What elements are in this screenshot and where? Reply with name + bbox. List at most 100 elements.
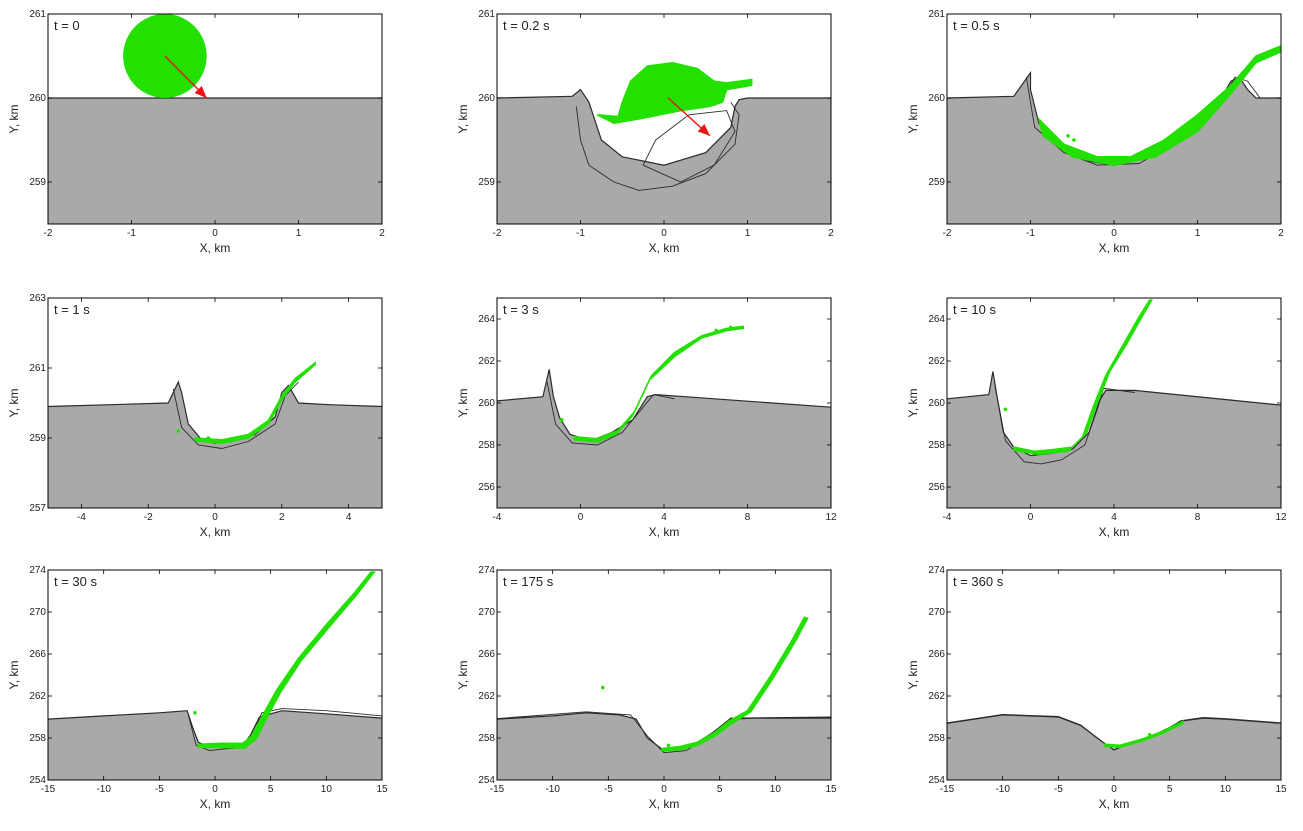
x-tick-label: -4 bbox=[77, 512, 86, 523]
x-tick-label: 5 bbox=[717, 784, 723, 795]
target-area bbox=[947, 72, 1281, 224]
x-axis-label: X, km bbox=[1099, 525, 1130, 539]
plot-area bbox=[947, 14, 1281, 224]
y-axis-label: Y, km bbox=[7, 388, 21, 417]
x-axis-label: X, km bbox=[200, 797, 231, 811]
x-tick-label: -10 bbox=[545, 784, 560, 795]
panel-b: -2 -1 0 1 2 259 260 261 X, km Y, km t = 0.2 s bbox=[456, 9, 834, 255]
panel-f: -4 0 4 8 12 256 258 260 262 264 X, km Y, km t = 10 s bbox=[906, 297, 1287, 539]
projectile-fragment bbox=[600, 685, 605, 690]
time-label: t = 0.2 s bbox=[503, 18, 550, 33]
y-axis-label: Y, km bbox=[906, 104, 920, 133]
y-tick-label: 258 bbox=[478, 440, 495, 451]
projectile-fragment bbox=[1147, 733, 1152, 737]
x-axis-label: X, km bbox=[200, 525, 231, 539]
target-area bbox=[48, 382, 382, 508]
panel-g: -15 -10 -5 0 5 10 15 254 258 262 266 270 274 X, km Y, … bbox=[7, 565, 388, 811]
x-tick-label: -10 bbox=[96, 784, 111, 795]
y-tick-label: 274 bbox=[928, 565, 945, 576]
y-tick-label: 258 bbox=[928, 440, 945, 451]
time-label: t = 175 s bbox=[503, 574, 554, 589]
projectile-material bbox=[194, 361, 316, 444]
y-tick-label: 270 bbox=[478, 607, 495, 618]
x-axis-label: X, km bbox=[649, 797, 680, 811]
projectile-material bbox=[1013, 299, 1153, 456]
projectile-fragment bbox=[1072, 138, 1076, 142]
plot-area bbox=[497, 298, 831, 508]
x-tick-label: 12 bbox=[825, 512, 837, 523]
y-tick-label: 274 bbox=[29, 565, 46, 576]
y-tick-label: 261 bbox=[928, 9, 945, 20]
y-axis-label: Y, km bbox=[456, 388, 470, 417]
y-tick-label: 261 bbox=[29, 9, 46, 20]
x-tick-label: -2 bbox=[943, 228, 952, 239]
x-tick-label: 2 bbox=[379, 228, 385, 239]
plot-area bbox=[48, 570, 382, 780]
contour-line bbox=[172, 381, 299, 449]
projectile-material bbox=[1037, 45, 1281, 166]
projectile-fragment bbox=[206, 436, 211, 440]
x-tick-label: 0 bbox=[212, 784, 218, 795]
x-tick-label: -2 bbox=[144, 512, 153, 523]
target-area bbox=[48, 98, 382, 224]
x-tick-label: 15 bbox=[1275, 784, 1287, 795]
contour-line bbox=[575, 101, 740, 191]
x-tick-label: 0 bbox=[1111, 228, 1117, 239]
x-tick-label: 5 bbox=[1167, 784, 1173, 795]
plot-area bbox=[497, 14, 831, 224]
time-label: t = 3 s bbox=[503, 302, 539, 317]
x-axis-label: X, km bbox=[1099, 241, 1130, 255]
panel-e: -4 0 4 8 12 256 258 260 262 264 X, km Y, km t = 3 s bbox=[456, 297, 837, 539]
x-tick-label: 1 bbox=[1195, 228, 1201, 239]
x-tick-label: -5 bbox=[604, 784, 613, 795]
y-tick-label: 259 bbox=[928, 177, 945, 188]
x-tick-label: 10 bbox=[321, 784, 333, 795]
time-label: t = 30 s bbox=[54, 574, 97, 589]
plot-area bbox=[48, 14, 382, 224]
x-tick-label: 1 bbox=[745, 228, 751, 239]
y-tick-label: 263 bbox=[29, 293, 46, 304]
y-tick-label: 259 bbox=[29, 177, 46, 188]
y-tick-label: 256 bbox=[478, 482, 495, 493]
projectile-fragment bbox=[1066, 134, 1070, 138]
x-tick-label: 2 bbox=[828, 228, 834, 239]
x-tick-label: 8 bbox=[1195, 512, 1201, 523]
y-tick-label: 270 bbox=[928, 607, 945, 618]
time-label: t = 0.5 s bbox=[953, 18, 1000, 33]
y-tick-label: 264 bbox=[478, 314, 495, 325]
arrow-head bbox=[697, 124, 710, 136]
plot-area bbox=[947, 570, 1281, 780]
y-axis-label: Y, km bbox=[456, 104, 470, 133]
y-axis-label: Y, km bbox=[456, 660, 470, 689]
y-tick-label: 254 bbox=[29, 775, 46, 786]
y-tick-label: 262 bbox=[928, 356, 945, 367]
x-tick-label: -4 bbox=[493, 512, 502, 523]
y-tick-label: 257 bbox=[29, 503, 46, 514]
x-tick-label: 1 bbox=[296, 228, 302, 239]
x-tick-label: -1 bbox=[1026, 228, 1035, 239]
x-tick-label: 0 bbox=[578, 512, 584, 523]
x-tick-label: -5 bbox=[1054, 784, 1063, 795]
x-tick-label: 0 bbox=[212, 512, 218, 523]
x-tick-label: 10 bbox=[770, 784, 782, 795]
x-axis-label: X, km bbox=[649, 525, 680, 539]
x-tick-label: 4 bbox=[661, 512, 667, 523]
y-tick-label: 258 bbox=[29, 733, 46, 744]
projectile-fragment bbox=[714, 328, 718, 333]
y-tick-label: 264 bbox=[928, 314, 945, 325]
y-tick-label: 259 bbox=[29, 433, 46, 444]
x-tick-label: 8 bbox=[745, 512, 751, 523]
projectile-fragment bbox=[176, 429, 181, 433]
projectile-fragment bbox=[559, 418, 564, 422]
x-axis-label: X, km bbox=[1099, 797, 1130, 811]
projectile-material bbox=[1104, 719, 1184, 749]
panel-a: -2 -1 0 1 2 259 260 261 X, km Y, km t = 0 bbox=[7, 9, 385, 255]
x-tick-label: 2 bbox=[279, 512, 285, 523]
target-area bbox=[497, 369, 831, 508]
y-tick-label: 266 bbox=[29, 649, 46, 660]
y-tick-label: 262 bbox=[478, 356, 495, 367]
time-label: t = 360 s bbox=[953, 574, 1004, 589]
projectile-fragment bbox=[729, 325, 733, 330]
projectile-fragment bbox=[193, 711, 197, 715]
